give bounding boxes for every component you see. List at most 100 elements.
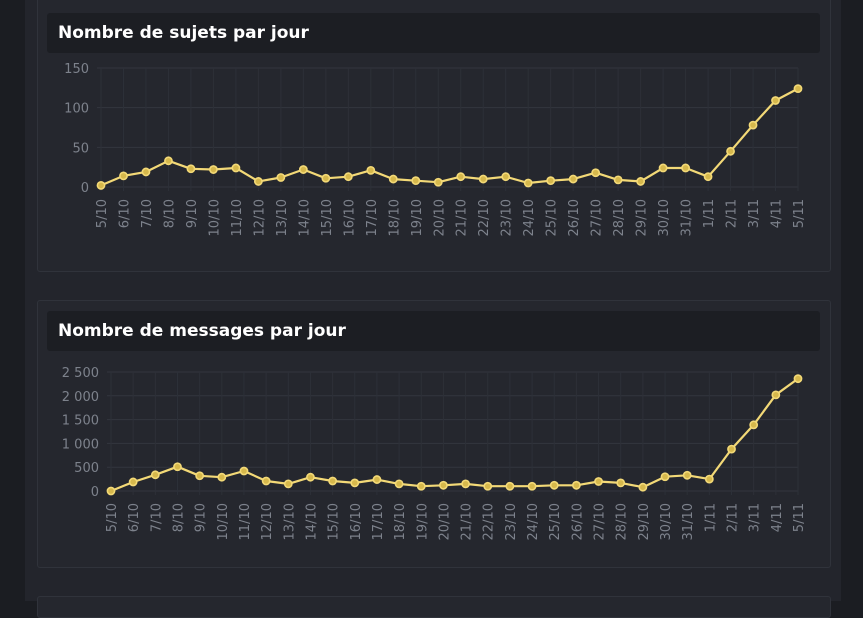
- next-panel: [37, 596, 831, 618]
- data-point: [186, 164, 196, 174]
- x-tick-label: 15/10: [320, 199, 335, 236]
- x-tick-label: 18/10: [393, 503, 408, 540]
- x-tick-label: 29/10: [635, 199, 650, 236]
- data-point: [372, 475, 382, 484]
- data-point: [749, 420, 759, 430]
- x-tick-label: 30/10: [657, 199, 672, 236]
- x-tick-label: 24/10: [526, 503, 541, 540]
- x-tick-label: 16/10: [349, 503, 364, 540]
- data-point: [660, 472, 670, 482]
- data-point: [456, 172, 466, 182]
- data-point: [141, 167, 151, 177]
- x-tick-label: 13/10: [282, 503, 297, 540]
- panel-title: Nombre de sujets par jour: [58, 23, 309, 43]
- x-tick-label: 5/11: [792, 199, 807, 228]
- x-tick-label: 23/10: [500, 199, 515, 236]
- data-point: [568, 174, 578, 184]
- x-tick-label: 3/11: [747, 199, 762, 228]
- x-tick-label: 2/11: [726, 503, 741, 532]
- data-point: [793, 374, 803, 384]
- x-tick-label: 19/10: [415, 503, 430, 540]
- data-point: [682, 470, 692, 480]
- x-tick-label: 5/10: [105, 503, 120, 532]
- data-point: [591, 168, 601, 178]
- x-tick-label: 20/10: [437, 503, 452, 540]
- x-tick-label: 11/10: [238, 503, 253, 540]
- y-tick-label: 1 500: [62, 414, 99, 429]
- x-tick-label: 9/10: [194, 503, 209, 532]
- x-tick-label: 1/11: [702, 199, 717, 228]
- data-point: [217, 472, 227, 482]
- data-point: [321, 173, 331, 183]
- panel-header: Nombre de messages par jour: [47, 311, 820, 351]
- data-point: [658, 163, 668, 173]
- x-tick-label: 7/10: [140, 199, 155, 228]
- data-point: [433, 177, 443, 187]
- x-tick-label: 3/11: [748, 503, 763, 532]
- data-point: [209, 165, 218, 174]
- data-point: [546, 176, 556, 186]
- x-tick-label: 12/10: [252, 199, 267, 236]
- data-point: [283, 479, 293, 489]
- x-tick-label: 13/10: [275, 199, 290, 236]
- topics-line-chart: 0 50 100 150 5/10 6/10 7/10 8/10 9/10 10/10 11/10 1…: [64, 62, 807, 236]
- data-point: [253, 177, 263, 186]
- x-tick-label: 28/10: [612, 199, 627, 236]
- data-point: [461, 479, 470, 489]
- data-point: [727, 444, 736, 454]
- x-tick-label: 10/10: [216, 503, 231, 540]
- data-point: [616, 478, 626, 488]
- data-point: [239, 466, 249, 476]
- data-point: [343, 172, 353, 182]
- data-point: [549, 480, 559, 490]
- y-tick-label: 500: [74, 461, 99, 476]
- data-point: [328, 476, 338, 486]
- x-tick-label: 4/11: [770, 199, 785, 228]
- panel-title: Nombre de messages par jour: [58, 321, 346, 341]
- x-tick-label: 5/10: [95, 199, 110, 228]
- panel-header: Nombre de sujets par jour: [47, 13, 820, 53]
- x-tick-label: 27/10: [593, 503, 608, 540]
- data-point: [261, 476, 271, 486]
- x-tick-label: 8/10: [171, 503, 186, 532]
- data-point: [726, 146, 735, 156]
- data-point: [195, 471, 205, 481]
- x-tick-label: 29/10: [637, 503, 652, 540]
- x-tick-label: 6/10: [127, 503, 142, 532]
- data-point: [298, 165, 308, 174]
- messages-per-day-panel: Nombre de messages par jour 0 500 1 000 1 5…: [37, 300, 831, 568]
- x-tick-label: 22/10: [477, 199, 492, 236]
- data-point: [571, 480, 581, 490]
- topics-per-day-panel: Nombre de sujets par jour 0 50 100 150 5/10 6…: [37, 0, 831, 272]
- data-point: [231, 163, 241, 173]
- data-point: [478, 174, 488, 184]
- x-tick-label: 28/10: [615, 503, 630, 540]
- data-point: [173, 462, 182, 472]
- x-tick-label: 14/10: [304, 503, 319, 540]
- data-point: [636, 177, 646, 186]
- data-point: [350, 478, 360, 488]
- x-tick-label: 9/10: [185, 199, 200, 228]
- x-tick-label: 19/10: [410, 199, 425, 236]
- x-tick-label: 17/10: [365, 199, 380, 236]
- x-tick-label: 5/11: [792, 503, 807, 532]
- x-tick-label: 4/11: [770, 503, 785, 532]
- data-point: [306, 472, 315, 482]
- y-tick-label: 0: [81, 181, 89, 196]
- x-tick-label: 20/10: [432, 199, 447, 236]
- x-tick-label: 2/11: [725, 199, 740, 228]
- x-tick-label: 17/10: [371, 503, 386, 540]
- data-point: [771, 390, 781, 400]
- y-tick-label: 2 500: [62, 366, 99, 381]
- y-tick-label: 150: [64, 62, 89, 77]
- x-tick-label: 18/10: [387, 199, 402, 236]
- x-tick-label: 27/10: [590, 199, 605, 236]
- data-point: [164, 156, 173, 166]
- data-point: [439, 480, 448, 490]
- x-tick-label: 11/10: [230, 199, 245, 236]
- data-point: [748, 120, 758, 130]
- x-tick-label: 7/10: [149, 503, 164, 532]
- x-tick-label: 26/10: [570, 503, 585, 540]
- x-tick-label: 12/10: [260, 503, 275, 540]
- x-tick-label: 21/10: [455, 199, 470, 236]
